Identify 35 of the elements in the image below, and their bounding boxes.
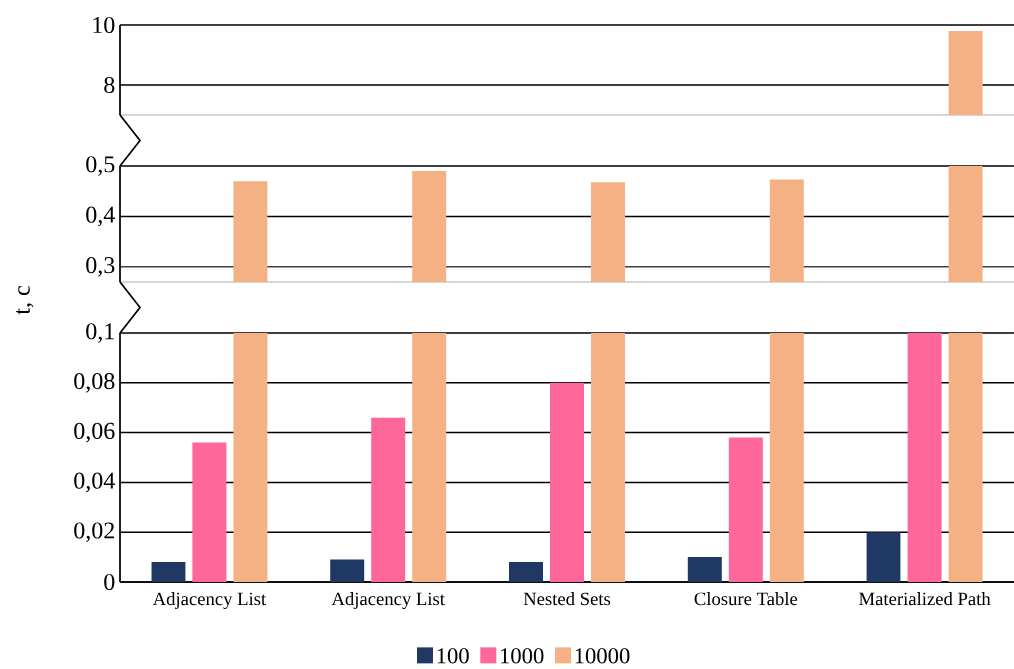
bar (330, 559, 365, 582)
bar (412, 333, 447, 582)
bar (371, 417, 406, 582)
bar (233, 333, 268, 582)
bar (687, 557, 722, 582)
y-tick-label: 0,3 (86, 257, 115, 277)
x-tick-label: Adjacency List (152, 592, 267, 610)
y-tick-label: 10 (93, 16, 115, 34)
x-tick-label: Adjacency List (331, 592, 445, 610)
bar (509, 562, 543, 582)
legend-label: 1000 (500, 648, 544, 664)
legend-label: 100 (437, 648, 469, 664)
y-tick-label: 0,5 (86, 156, 115, 176)
bar (192, 442, 227, 582)
x-tick-label: Closure Table (694, 592, 798, 606)
y-tick-label: 0,4 (86, 206, 115, 227)
y-tick-label: 0,02 (74, 522, 114, 543)
y-tick-label: 8 (104, 76, 115, 94)
bar (769, 333, 804, 582)
bar (550, 382, 584, 582)
y-tick-label: 0,04 (74, 472, 115, 493)
bar (591, 333, 625, 582)
y-tick-label: 0,06 (74, 422, 115, 443)
bar (866, 532, 901, 582)
x-tick-label: Nested Sets (523, 592, 611, 606)
bar (907, 333, 942, 582)
y-tick-label: 0 (104, 573, 115, 591)
bar (728, 437, 763, 582)
y-tick-label: 0,1 (86, 323, 114, 343)
y-tick-label: 0,08 (74, 372, 115, 393)
bar (948, 333, 983, 582)
legend-label: 10000 (575, 648, 630, 664)
bar (151, 562, 186, 582)
y-axis-title: t, c (16, 286, 34, 315)
x-tick-label: Materialized Path (859, 592, 991, 606)
